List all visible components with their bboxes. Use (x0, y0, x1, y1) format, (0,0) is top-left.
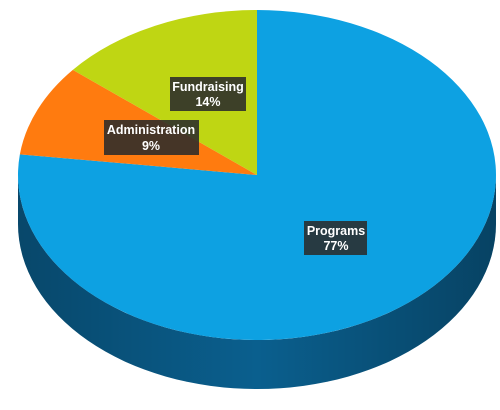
label-programs-box (304, 221, 367, 255)
slice-labels: Programs 77% Administration 9% Fundraisi… (104, 77, 367, 255)
pie-depth (18, 175, 496, 389)
label-fundraising-box (170, 77, 246, 111)
slice-side-shade-programs (18, 175, 496, 389)
label-programs: Programs 77% (304, 221, 367, 255)
label-programs-value: 77% (323, 239, 348, 253)
slice-programs (18, 10, 497, 340)
label-administration-box (104, 120, 199, 155)
label-administration-name: Administration (107, 123, 195, 137)
slice-fundraising (72, 10, 257, 175)
label-programs-name: Programs (307, 224, 365, 238)
label-administration: Administration 9% (104, 120, 199, 155)
label-administration-value: 9% (142, 139, 160, 153)
pie-slices (18, 10, 497, 340)
label-fundraising: Fundraising 14% (170, 77, 246, 111)
label-fundraising-value: 14% (195, 95, 220, 109)
label-fundraising-name: Fundraising (172, 80, 244, 94)
